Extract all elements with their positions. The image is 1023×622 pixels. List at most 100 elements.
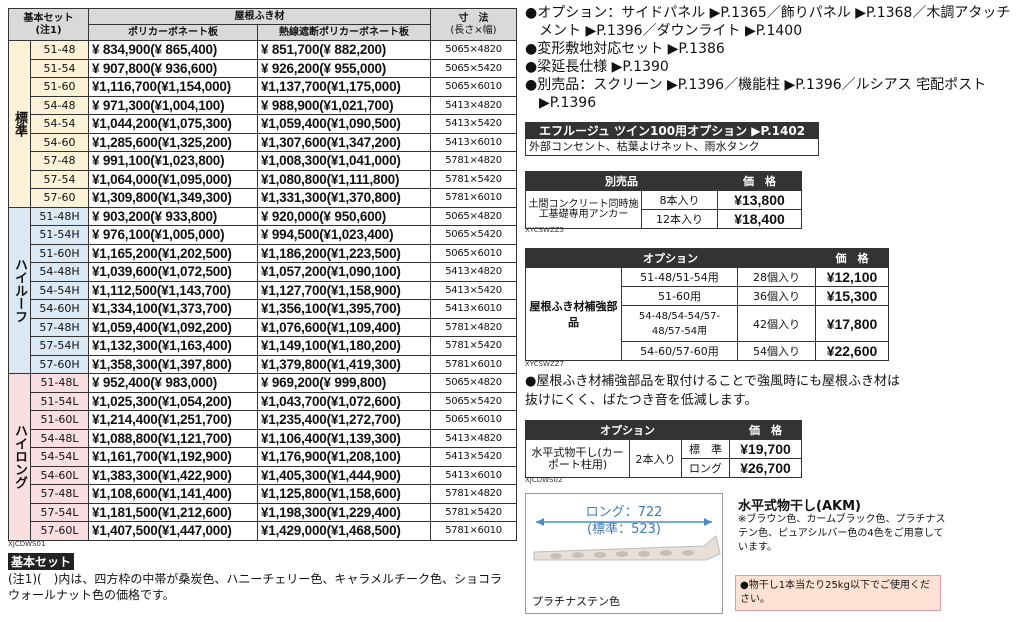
- row-label: 屋根ふき材補強部品: [525, 267, 622, 361]
- group-label: 標準: [8, 40, 31, 208]
- table-row: 51-60H ¥1,165,200(¥1,202,500) ¥1,186,200(¥…: [9, 243, 517, 263]
- bullet: ●別売品：スクリーン ▶P.1396／機能柱 ▶P.1396／ルシアス 宅配ポス…: [525, 77, 987, 111]
- size: 5413×4820: [430, 428, 517, 448]
- heat-price: ¥1,125,800(¥1,158,600): [257, 484, 431, 504]
- size: 5065×6010: [430, 243, 517, 263]
- size-header: 寸 法 (長さ×幅): [430, 8, 517, 41]
- poly-price: ¥1,407,500(¥1,447,000): [88, 521, 258, 541]
- bullet-list: ●オプション：サイドパネル ▶P.1365／飾りパネル ▶P.1368／木調アタ…: [525, 4, 1017, 112]
- heat-price: ¥1,307,600(¥1,347,200): [257, 132, 431, 152]
- poly-price: ¥1,161,700(¥1,192,900): [88, 447, 258, 467]
- poly-price: ¥1,285,600(¥1,325,200): [88, 132, 258, 152]
- set-label: 基本セット: [23, 12, 74, 24]
- qty: 2本入り: [629, 439, 682, 478]
- model: 54-60L: [30, 465, 89, 485]
- anchor-table: 別売品価 格 土間コンクリート同時施工基礎専用アンカー 8本入り ¥13,800 1…: [525, 171, 802, 229]
- size: 5781×5420: [430, 336, 517, 356]
- reinforce-note: ●屋根ふき材補強部品を取付けることで強風時にも屋根ふき材は抜けにくく、ばたつき音…: [525, 374, 900, 408]
- table-row: 54-60 ¥1,285,600(¥1,325,200) ¥1,307,600(¥1…: [9, 132, 517, 152]
- heat-price: ¥1,331,300(¥1,370,800): [257, 188, 431, 208]
- bullet: ●梁延長仕様 ▶P.1390: [525, 59, 669, 75]
- table-row: 標準 51-48 ¥ 834,900(¥ 865,400) ¥ 851,700(¥ 8…: [8, 40, 517, 208]
- poly-price: ¥1,112,500(¥1,143,700): [88, 280, 258, 300]
- table-row: 54-60L ¥1,383,300(¥1,422,900) ¥1,405,300(¥…: [9, 465, 517, 485]
- model: 51-48: [30, 40, 89, 60]
- header: 価 格: [717, 171, 802, 191]
- option-box: エフルージュ ツイン100用オプション ▶P.1402 外部コンセント、枯葉よけ…: [525, 122, 819, 156]
- header: 別売品: [525, 171, 718, 191]
- qty: 54個入り: [737, 341, 816, 361]
- qty: 36個入り: [737, 286, 816, 306]
- heat-price: ¥ 920,000(¥ 950,600): [257, 206, 431, 226]
- poly-price: ¥1,044,200(¥1,075,300): [88, 114, 258, 134]
- poly-price: ¥ 991,100(¥1,023,800): [88, 151, 258, 171]
- qty: 8本入り: [641, 190, 718, 210]
- heat-price: ¥ 994,500(¥1,023,400): [257, 225, 431, 245]
- price: ¥22,600: [815, 341, 889, 361]
- size: 5065×5420: [430, 58, 517, 78]
- heat-price: ¥1,176,900(¥1,208,100): [257, 447, 431, 467]
- size: 5781×4820: [430, 484, 517, 504]
- table-row: 57-48L ¥1,108,600(¥1,141,400) ¥1,125,800(¥…: [9, 484, 517, 504]
- header: 価 格: [815, 248, 889, 268]
- model: 51-60: [30, 77, 89, 97]
- poly-price: ¥ 834,900(¥ 865,400): [88, 40, 258, 60]
- size: 5781×4820: [430, 151, 517, 171]
- table-row: 57-54 ¥1,064,000(¥1,095,000) ¥1,080,800(¥1…: [9, 169, 517, 189]
- poly-price: ¥1,358,300(¥1,397,800): [88, 354, 258, 374]
- poly-price: ¥1,059,400(¥1,092,200): [88, 317, 258, 337]
- price: ¥26,700: [729, 458, 802, 478]
- price: ¥15,300: [815, 286, 889, 306]
- fit: 51-48/51-54用: [621, 267, 738, 287]
- heat-price: ¥1,057,200(¥1,090,100): [257, 262, 431, 282]
- price-table: 基本セット (注1) 屋根ふき材 寸 法 (長さ×幅) ポリカーボネート板 熱線遮断ポ…: [8, 8, 517, 541]
- table-row: 57-60H ¥1,358,300(¥1,397,800) ¥1,379,800(¥…: [9, 354, 517, 374]
- group-label: ハイロング: [8, 373, 31, 541]
- size: 5781×6010: [430, 188, 517, 208]
- model: 54-60H: [30, 299, 89, 319]
- price: ¥12,100: [815, 267, 889, 287]
- heat-price: ¥1,080,800(¥1,111,800): [257, 169, 431, 189]
- poly-price: ¥1,383,300(¥1,422,900): [88, 465, 258, 485]
- size: 5781×5420: [430, 169, 517, 189]
- poly-price: ¥1,214,400(¥1,251,700): [88, 410, 258, 430]
- poly-price: ¥1,039,600(¥1,072,500): [88, 262, 258, 282]
- table-row: ハイロング 51-48L ¥ 952,400(¥ 983,000) ¥ 969,200…: [8, 373, 517, 541]
- heat-price: ¥ 969,200(¥ 999,800): [257, 373, 431, 393]
- heat-price: ¥ 851,700(¥ 882,200): [257, 40, 431, 60]
- header: オプション: [525, 420, 730, 440]
- price: ¥19,700: [729, 439, 802, 459]
- heat-price: ¥1,405,300(¥1,444,900): [257, 465, 431, 485]
- qty: 28個入り: [737, 267, 816, 287]
- table-row: 57-60L ¥1,407,500(¥1,447,000) ¥1,429,000(¥…: [9, 521, 517, 541]
- model: 57-60H: [30, 354, 89, 374]
- model: 57-60: [30, 188, 89, 208]
- table-code: XJCDWS02: [525, 476, 563, 484]
- table-row: 54-54 ¥1,044,200(¥1,075,300) ¥1,059,400(¥1…: [9, 114, 517, 134]
- model: 54-54L: [30, 447, 89, 467]
- poly-price: ¥ 976,100(¥1,005,000): [88, 225, 258, 245]
- size: 5065×5420: [430, 225, 517, 245]
- size: 5065×4820: [430, 206, 517, 226]
- model: 54-60: [30, 132, 89, 152]
- heat-price: ¥1,059,400(¥1,090,500): [257, 114, 431, 134]
- table-row: 54-60H ¥1,334,100(¥1,373,700) ¥1,356,100(¥…: [9, 299, 517, 319]
- dryer-drawing: [533, 518, 721, 561]
- dryer-colors: ※ブラウン色、カームブラック色、プラチナステン色、ピュアシルバー色の4色をご用意…: [738, 514, 946, 553]
- size: 5065×4820: [430, 373, 517, 393]
- size-label: 寸 法: [458, 12, 489, 24]
- model: 57-54: [30, 169, 89, 189]
- table-code: XJCDWS01: [8, 540, 46, 548]
- poly-price: ¥1,181,500(¥1,212,600): [88, 502, 258, 522]
- table-row: 57-54H ¥1,132,300(¥1,163,400) ¥1,149,100(¥…: [9, 336, 517, 356]
- heat-price: ¥1,127,700(¥1,158,900): [257, 280, 431, 300]
- qty: 12本入り: [641, 209, 718, 229]
- model: 57-54H: [30, 336, 89, 356]
- standard-dim: (標準：523): [587, 522, 661, 537]
- model: 51-54L: [30, 391, 89, 411]
- fit: 54-60/57-60用: [621, 341, 738, 361]
- row-label: 水平式物干し(カーポート柱用): [525, 439, 630, 478]
- type: ロング: [681, 458, 730, 478]
- model: 51-60L: [30, 410, 89, 430]
- table-row: 51-54L ¥1,025,300(¥1,054,200) ¥1,043,700(¥…: [9, 391, 517, 411]
